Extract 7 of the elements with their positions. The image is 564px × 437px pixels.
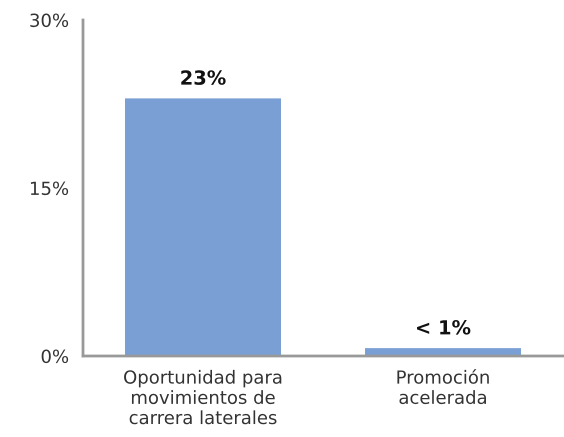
data-label: 23% xyxy=(181,70,226,85)
y-tick-label: 15% xyxy=(30,181,68,196)
y-tick-label: 30% xyxy=(30,13,68,28)
y-tick-label: 0% xyxy=(42,349,68,364)
x-tick-label: Oportunidad para movimientos de carrera laterales xyxy=(124,370,282,424)
data-label: < 1% xyxy=(417,320,470,335)
x-tick-label: Promoción acelerada xyxy=(397,369,489,404)
